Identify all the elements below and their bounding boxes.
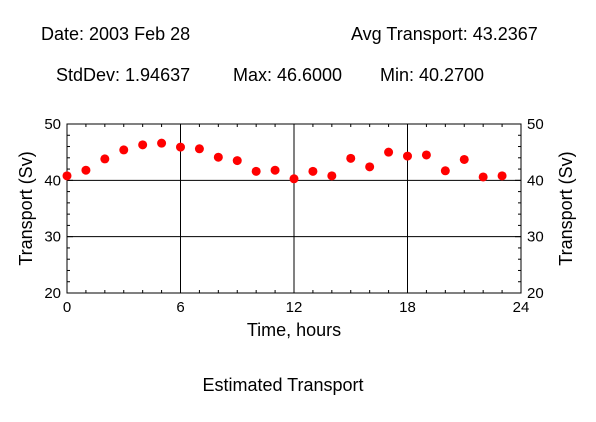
x-tick-label: 24 (513, 299, 530, 316)
y-tick-label-left: 20 (44, 285, 61, 302)
data-point (138, 140, 148, 150)
y-tick-label-left: 40 (44, 172, 61, 189)
data-point (421, 150, 431, 160)
date-label: Date: 2003 Feb 28 (41, 24, 191, 44)
avg-transport-label: Avg Transport: 43.2367 (351, 24, 538, 44)
data-point (308, 166, 318, 176)
x-tick-label: 18 (399, 299, 416, 316)
data-point (346, 153, 356, 163)
stddev-label: StdDev: 1.94637 (56, 65, 191, 85)
y-tick-label-right: 40 (527, 172, 544, 189)
data-point (62, 171, 72, 181)
data-point (81, 165, 91, 175)
chart-title: Estimated Transport (202, 375, 363, 395)
y-tick-label-right: 30 (527, 229, 544, 246)
data-point (157, 138, 167, 148)
x-axis-label: Time, hours (247, 320, 341, 340)
x-tick-label: 12 (286, 299, 303, 316)
x-tick-label: 0 (63, 299, 71, 316)
data-point (459, 154, 469, 164)
data-point (327, 171, 337, 181)
data-point (270, 165, 280, 175)
y-tick-label-right: 50 (527, 116, 544, 133)
min-label: Min: 40.2700 (380, 65, 485, 85)
data-point (289, 174, 299, 184)
data-point (232, 156, 242, 166)
data-point (384, 147, 394, 157)
data-point (176, 142, 185, 152)
data-point (194, 144, 204, 154)
data-point (403, 151, 412, 161)
data-point (251, 166, 261, 176)
data-point (365, 162, 375, 172)
y-tick-label-right: 20 (527, 285, 544, 302)
y-axis-label-left: Transport (Sv) (16, 151, 36, 265)
data-point (497, 171, 507, 181)
data-point (119, 145, 129, 155)
data-point (213, 152, 223, 162)
y-axis-label-right: Transport (Sv) (556, 151, 576, 265)
data-point (100, 154, 110, 164)
y-tick-label-left: 50 (44, 116, 61, 133)
y-tick-label-left: 30 (44, 229, 61, 246)
data-point (440, 166, 450, 176)
data-point (478, 172, 488, 182)
max-label: Max: 46.6000 (233, 65, 343, 85)
x-tick-label: 6 (176, 299, 184, 316)
